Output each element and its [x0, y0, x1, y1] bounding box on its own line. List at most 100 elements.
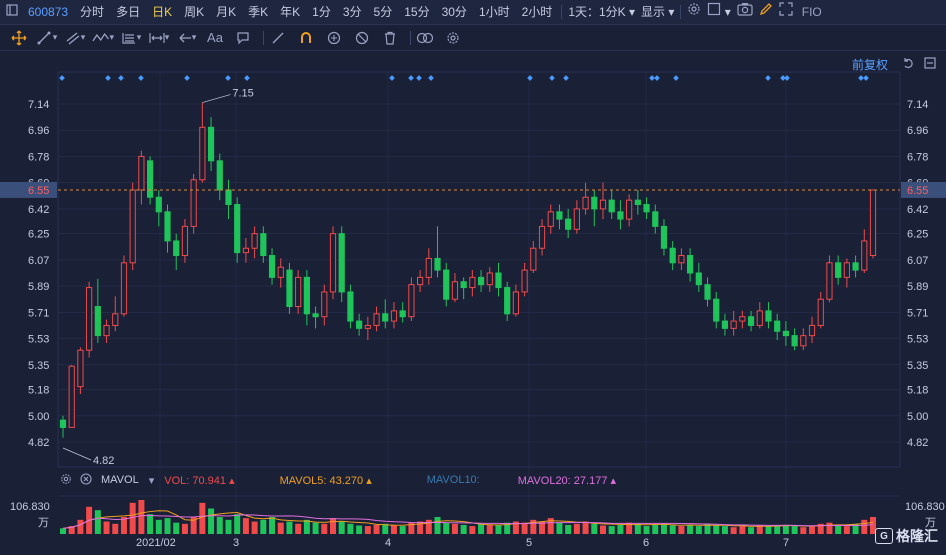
tab-2hour[interactable]: 2小时 [521, 5, 553, 19]
checkbox-icon[interactable]: ▾ [704, 0, 733, 24]
period-select[interactable]: 1天：1分K ▾ [565, 0, 638, 24]
candle-down [504, 287, 511, 315]
volume-bar [199, 502, 206, 534]
text-tool-icon[interactable]: Aa [207, 30, 223, 45]
volume-bar [295, 523, 302, 534]
panel-toggle-icon[interactable] [0, 0, 24, 24]
candle-up [469, 276, 476, 289]
mavol10-value: MAVOL10: [426, 474, 480, 486]
candle-up [626, 199, 633, 220]
candle-up [861, 240, 868, 271]
price-tick-right: 6.42 [907, 204, 928, 216]
volume-bar [373, 524, 380, 534]
volume-bar [173, 522, 180, 534]
event-marker [244, 75, 250, 81]
candle-down [495, 272, 502, 289]
volume-bar [721, 526, 728, 534]
fib-tool-icon[interactable]: ▾ [120, 27, 142, 49]
candle-up [364, 324, 371, 329]
volume-bar [756, 524, 763, 534]
volume-bar [748, 527, 755, 534]
comment-tool-icon[interactable] [232, 27, 254, 49]
trash-icon[interactable] [379, 27, 401, 49]
vol-value: VOL: 70.941 ▴ [164, 474, 235, 487]
link-icon[interactable] [414, 27, 436, 49]
top-toolbar: 600873 分时 多日 日K 周K 月K 季K 年K 1分 3分 5分 15分… [0, 0, 946, 25]
candle-up [730, 320, 737, 329]
fio-label[interactable]: FIO [801, 5, 822, 19]
volume-bar [286, 521, 293, 534]
divider [263, 30, 264, 45]
event-marker [649, 75, 655, 81]
gear-icon[interactable] [684, 0, 704, 24]
candle-up [112, 313, 119, 326]
candle-up [251, 233, 258, 249]
display-select[interactable]: 显示 ▾ [638, 0, 677, 24]
volume-bar [495, 525, 502, 534]
volume-bar [330, 518, 336, 534]
tab-1min[interactable]: 1分 [312, 5, 331, 19]
volume-bar [408, 522, 415, 534]
volume-bar [120, 517, 127, 534]
chevron-down-icon[interactable]: ▾ [148, 474, 155, 487]
channel-tool-icon[interactable]: ▾ [64, 27, 86, 49]
candle-down [695, 272, 702, 286]
candle-down [565, 218, 572, 230]
volume-bar [486, 524, 493, 534]
min-price-label: 4.82 [93, 455, 114, 467]
volume-bar [164, 518, 171, 534]
tab-30min[interactable]: 30分 [441, 5, 467, 19]
volume-unit-right: 万 [925, 517, 936, 529]
arrow-tool-icon[interactable]: ▾ [176, 27, 198, 49]
settings-icon[interactable] [442, 27, 464, 49]
price-tick-left: 5.18 [28, 385, 49, 397]
camera-icon[interactable] [734, 0, 756, 24]
candle-up [530, 247, 537, 271]
fullscreen-icon[interactable] [776, 0, 796, 24]
wave-tool-icon[interactable]: ▾ [92, 27, 114, 49]
undo-icon[interactable] [902, 57, 914, 72]
tab-jik[interactable]: 季K [248, 5, 269, 19]
tab-fenshi[interactable]: 分时 [80, 5, 105, 19]
tab-15min[interactable]: 15分 [404, 5, 430, 19]
candle-up [103, 324, 110, 337]
tab-duori[interactable]: 多日 [116, 5, 141, 19]
candle-down [356, 320, 363, 329]
magnet-icon[interactable] [295, 27, 317, 49]
ruler-tool-icon[interactable] [267, 27, 289, 49]
divider [561, 5, 563, 19]
close-icon[interactable] [80, 472, 92, 488]
measure-tool-icon[interactable]: ▾ [148, 27, 170, 49]
crosshair-move-icon[interactable] [8, 27, 30, 49]
candle-up [277, 266, 284, 278]
volume-bar [181, 523, 188, 534]
tab-1hour[interactable]: 1小时 [478, 5, 510, 19]
volume-unit-left: 万 [38, 517, 49, 529]
price-tick-left: 5.00 [28, 411, 49, 423]
tab-5min[interactable]: 5分 [373, 5, 393, 19]
lock-icon[interactable] [323, 27, 345, 49]
line-tool-icon[interactable]: ▾ [36, 27, 58, 49]
gear-icon[interactable] [60, 473, 72, 488]
stock-code[interactable]: 600873 [28, 5, 69, 19]
candle-up [817, 298, 824, 326]
tab-3min[interactable]: 3分 [342, 5, 362, 19]
kline-svg[interactable]: 7.147.146.966.966.786.786.606.606.426.42… [0, 52, 946, 552]
tab-niank[interactable]: 年K [280, 5, 301, 19]
tab-yuek[interactable]: 月K [216, 5, 237, 19]
volume-bar [399, 526, 406, 534]
hide-icon[interactable] [351, 27, 373, 49]
minimize-icon[interactable] [924, 57, 936, 72]
kline-chart[interactable]: 7.147.146.966.966.786.786.606.606.426.42… [0, 52, 946, 552]
indicator-name[interactable]: MAVOL [101, 474, 139, 486]
plot-frame [57, 71, 901, 468]
volume-bar [591, 523, 598, 534]
tab-rik[interactable]: 日K [152, 5, 173, 19]
event-marker [784, 75, 790, 81]
candle-up [329, 233, 337, 293]
volume-bar [774, 525, 781, 534]
tab-zhouk[interactable]: 周K [184, 5, 205, 19]
adjust-label[interactable]: 前复权 [852, 58, 889, 72]
pencil-icon[interactable] [756, 0, 776, 24]
candle-down [556, 211, 563, 220]
